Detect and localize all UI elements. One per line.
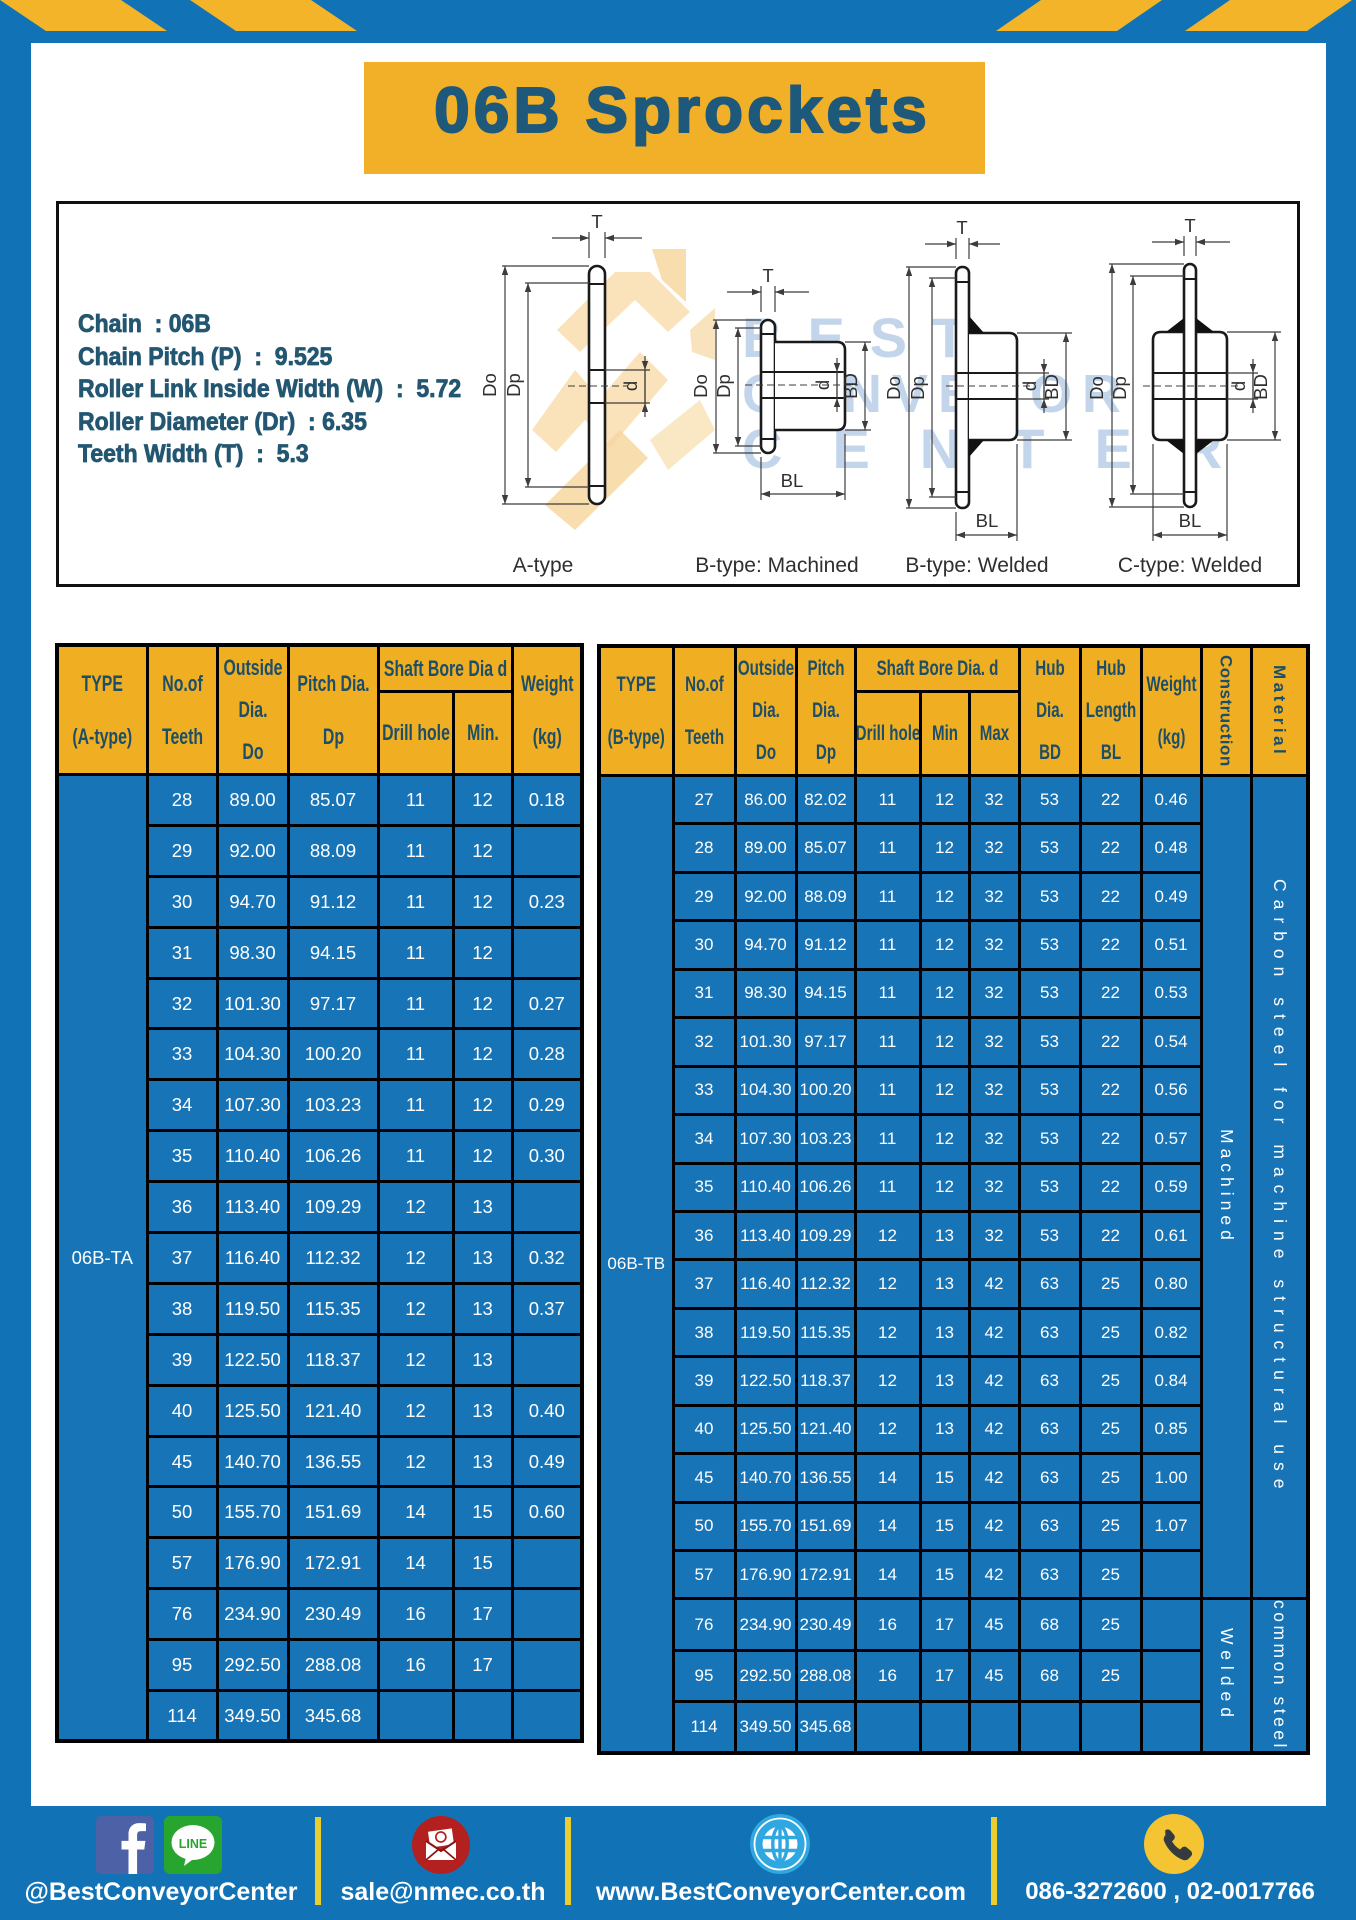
svg-text:Do: Do <box>479 373 500 397</box>
svg-text:Dp: Dp <box>907 376 928 400</box>
svg-text:d: d <box>1019 381 1040 391</box>
svg-text:A-type: A-type <box>513 554 574 577</box>
svg-text:BD: BD <box>1041 374 1062 400</box>
svg-text:Dp: Dp <box>713 374 734 398</box>
svg-text:BL: BL <box>976 510 999 531</box>
svg-text:B-type: Welded: B-type: Welded <box>905 554 1048 577</box>
svg-text:d: d <box>1228 381 1249 391</box>
svg-text:d: d <box>620 381 641 391</box>
svg-text:C-type: Welded: C-type: Welded <box>1118 554 1262 577</box>
svg-text:T: T <box>591 211 602 232</box>
svg-text:Dp: Dp <box>1109 376 1130 400</box>
svg-text:Do: Do <box>690 374 711 398</box>
svg-text:T: T <box>762 265 773 286</box>
svg-text:Dp: Dp <box>503 373 524 397</box>
svg-text:T: T <box>1184 215 1195 236</box>
svg-text:B-type: Machined: B-type: Machined <box>695 554 858 577</box>
svg-text:d: d <box>812 380 833 390</box>
svg-text:LINE: LINE <box>179 1837 207 1851</box>
svg-text:BL: BL <box>1179 510 1202 531</box>
svg-text:Do: Do <box>883 376 904 400</box>
svg-text:BD: BD <box>1250 374 1271 400</box>
svg-text:BL: BL <box>781 470 804 491</box>
svg-text:BD: BD <box>840 373 861 399</box>
svg-text:T: T <box>956 217 967 238</box>
svg-text:Do: Do <box>1086 376 1107 400</box>
